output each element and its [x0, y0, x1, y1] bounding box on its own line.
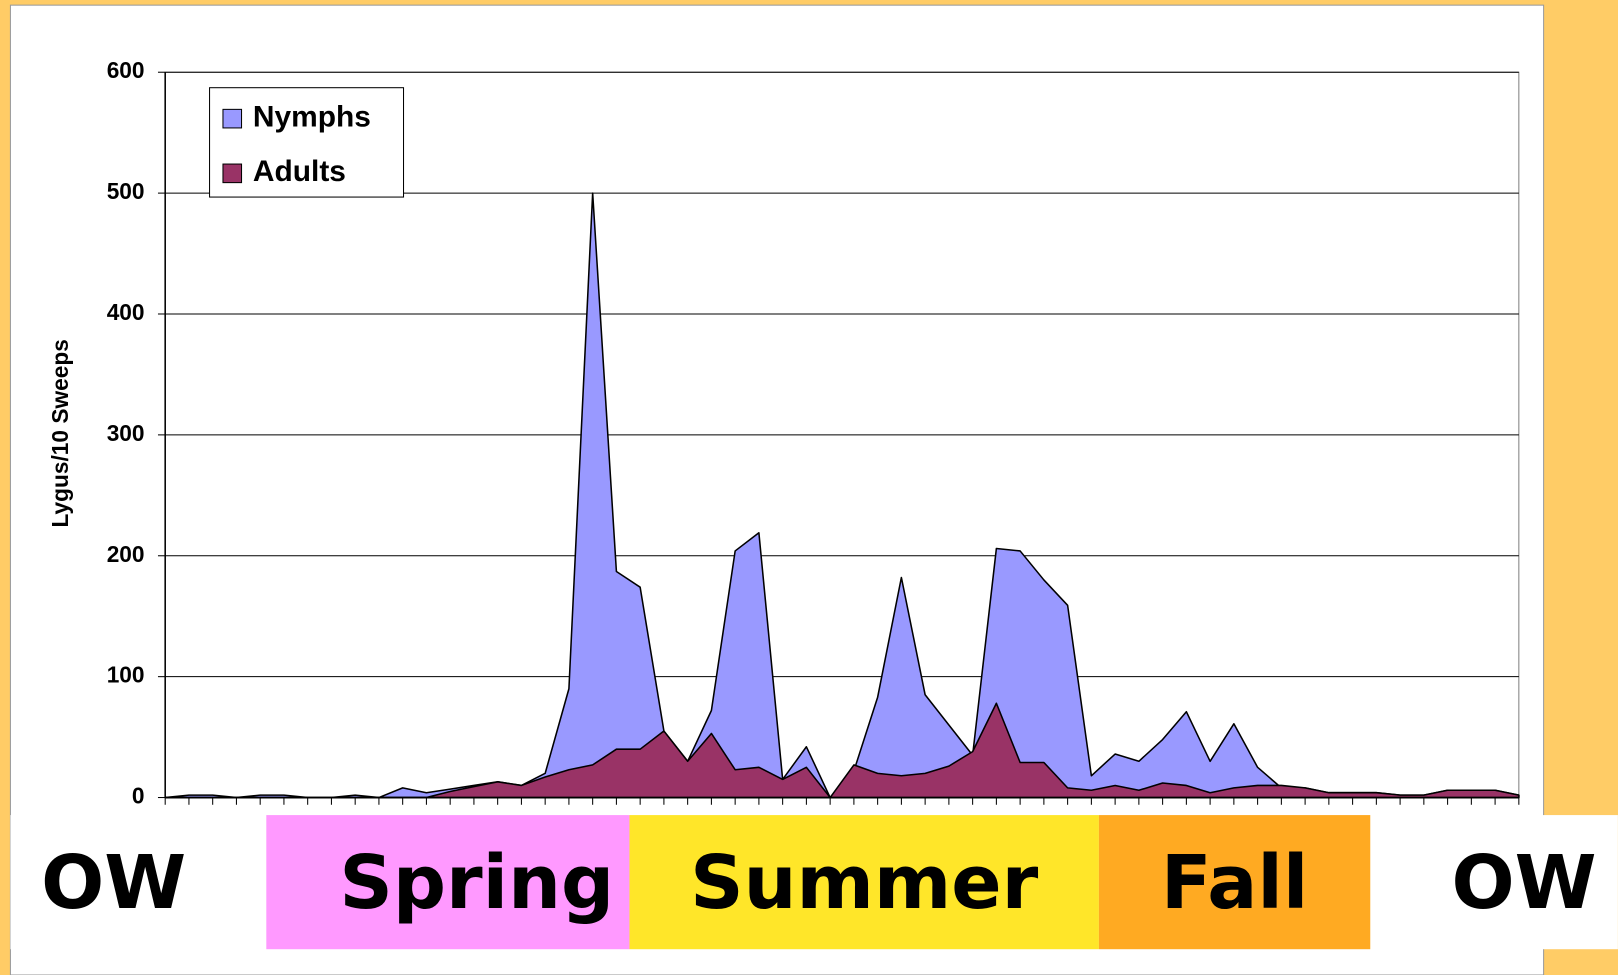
season-band [266, 815, 630, 950]
y-tick-label: 300 [107, 420, 145, 446]
season-band [629, 815, 1099, 950]
season-band [1372, 815, 1618, 950]
y-tick-label: 0 [132, 783, 145, 809]
y-axis-label: Lygus/10 Sweeps [47, 339, 73, 527]
legend-swatch [222, 108, 243, 129]
legend-swatch [222, 163, 243, 184]
y-tick-label: 500 [107, 178, 145, 204]
season-band [10, 815, 267, 950]
season-label: Fall [1161, 839, 1308, 926]
season-label: Summer [690, 839, 1038, 926]
y-tick-label: 100 [107, 662, 145, 688]
y-tick-label: 400 [107, 299, 145, 325]
season-label: OW [41, 839, 186, 926]
y-tick-label: 600 [107, 57, 145, 83]
legend-label: Adults [253, 155, 346, 188]
season-band [1098, 815, 1371, 950]
y-tick-label: 200 [107, 541, 145, 567]
season-label: Spring [339, 839, 614, 926]
legend-label: Nymphs [253, 101, 371, 134]
season-label: OW [1451, 839, 1596, 926]
